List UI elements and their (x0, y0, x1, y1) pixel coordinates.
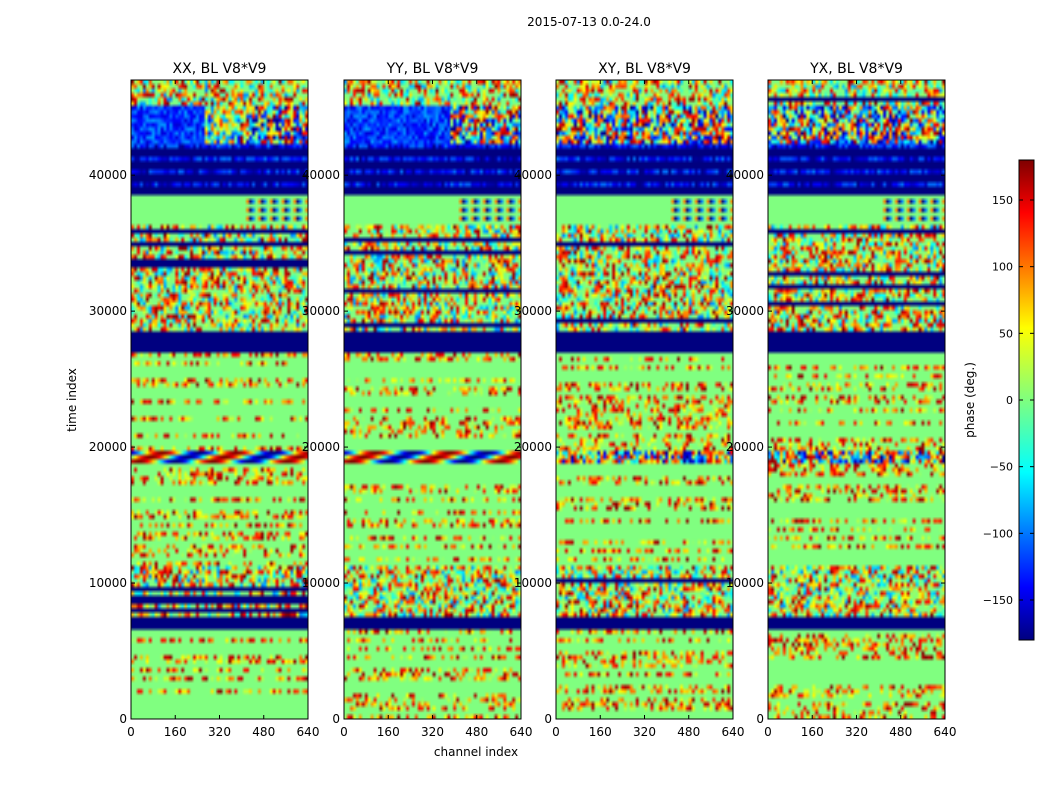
y-tick-label: 10000 (726, 576, 764, 590)
y-tick-label: 0 (119, 712, 127, 726)
panel-xy-heatmap (556, 80, 733, 719)
colorbar-tick-label: 100 (992, 261, 1013, 274)
y-tick-label: 10000 (302, 576, 340, 590)
x-tick-label: 0 (340, 725, 348, 739)
x-tick-label: 480 (252, 725, 275, 739)
x-tick-label: 160 (164, 725, 187, 739)
y-tick-label: 40000 (726, 168, 764, 182)
colorbar-tick-label: 50 (999, 327, 1013, 340)
colorbar-tick-label: −100 (983, 527, 1013, 540)
panel-title: XX, BL V8*V9 (173, 61, 267, 77)
x-tick-label: 320 (421, 725, 444, 739)
y-tick-label: 30000 (514, 304, 552, 318)
panel-xy: XY, BL V8*V9 0 160 320 480 640 0 10000 20000 3000… (514, 61, 745, 739)
x-tick-label: 480 (677, 725, 700, 739)
y-tick-label: 30000 (89, 304, 127, 318)
colorbar-tick-label: 150 (992, 194, 1013, 207)
colorbar-ticks: 150 100 50 0 −50 −100 −150 (983, 194, 1034, 607)
colorbar: 150 100 50 0 −50 −100 −150 phase (deg.) (963, 159, 1035, 641)
panel-xx: XX, BL V8*V9 0 160 320 480 640 0 10000 20000 3000… (89, 61, 320, 739)
panels: XX, BL V8*V9 0 160 320 480 640 0 10000 20000 3000… (89, 61, 957, 739)
x-tick-label: 640 (510, 725, 533, 739)
panel-title: YY, BL V8*V9 (386, 61, 479, 77)
x-tick-label: 640 (297, 725, 320, 739)
y-tick-label: 30000 (302, 304, 340, 318)
y-tick-label: 30000 (726, 304, 764, 318)
y-tick-label: 10000 (89, 576, 127, 590)
x-tick-label: 320 (845, 725, 868, 739)
y-tick-label: 40000 (302, 168, 340, 182)
y-tick-label: 0 (332, 712, 340, 726)
x-tick-label: 640 (722, 725, 745, 739)
y-tick-label: 40000 (514, 168, 552, 182)
colorbar-tick-label: −50 (990, 461, 1013, 474)
y-tick-label: 40000 (89, 168, 127, 182)
panel-title: YX, BL V8*V9 (809, 61, 903, 77)
figure-suptitle: 2015-07-13 0.0-24.0 (527, 15, 651, 29)
x-tick-label: 160 (589, 725, 612, 739)
colorbar-tick-label: 0 (1006, 394, 1013, 407)
panel-yx: YX, BL V8*V9 0 160 320 480 640 0 10000 20000 3000… (726, 61, 957, 739)
y-tick-label: 10000 (514, 576, 552, 590)
x-tick-label: 320 (208, 725, 231, 739)
panel-yy: YY, BL V8*V9 0 160 320 480 640 0 10000 20000 3000… (302, 61, 533, 739)
x-tick-label: 160 (801, 725, 824, 739)
y-tick-label: 0 (756, 712, 764, 726)
panel-yy-heatmap (344, 80, 521, 719)
x-tick-label: 480 (465, 725, 488, 739)
x-tick-label: 480 (889, 725, 912, 739)
y-tick-label: 20000 (89, 440, 127, 454)
x-tick-label: 0 (552, 725, 560, 739)
panel-yx-heatmap (768, 80, 945, 719)
y-tick-label: 20000 (302, 440, 340, 454)
y-tick-label: 20000 (514, 440, 552, 454)
y-axis-label: time index (65, 368, 79, 432)
y-tick-label: 0 (544, 712, 552, 726)
x-axis-label: channel index (434, 745, 518, 759)
x-tick-label: 0 (127, 725, 135, 739)
y-tick-label: 20000 (726, 440, 764, 454)
x-tick-label: 160 (377, 725, 400, 739)
colorbar-label: phase (deg.) (963, 362, 977, 438)
x-tick-label: 640 (934, 725, 957, 739)
colorbar-tick-label: −150 (983, 594, 1013, 607)
panel-title: XY, BL V8*V9 (598, 61, 691, 77)
panel-xx-heatmap (131, 80, 308, 719)
x-tick-label: 320 (633, 725, 656, 739)
x-tick-label: 0 (764, 725, 772, 739)
